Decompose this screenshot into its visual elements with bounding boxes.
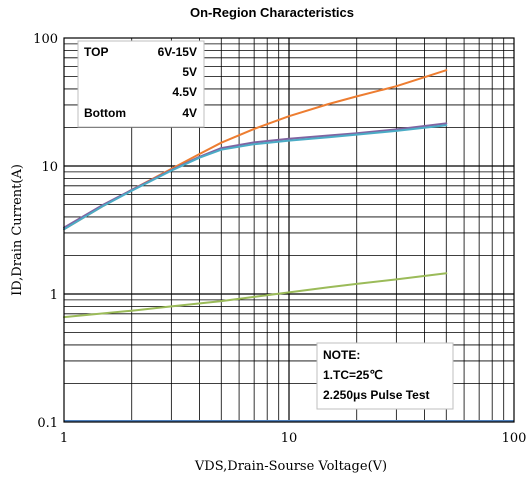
y-tick-labels: 0.1 1 10 100 [33,32,58,431]
series-line-4v [63,272,448,319]
plot-area [63,37,515,423]
legend-header-bottom: Bottom [84,106,126,120]
legend-entry-5v: 5V [182,65,197,79]
legend-frame [77,40,205,128]
note-line-pulse-test: 2.250μs Pulse Test [323,388,430,402]
series-group [63,69,514,422]
legend-entry-4v: 4V [182,106,197,120]
grid [64,38,514,422]
legend-box: TOP Bottom 6V-15V 5V 4.5V 4V [77,40,205,128]
chart-title: On-Region Characteristics [190,5,354,20]
y-tick-label: 1 [50,288,58,303]
x-tick-label: 1 [60,431,68,446]
note-heading: NOTE: [323,348,360,362]
legend-entry-6v-15v: 6V-15V [158,45,197,59]
legend-entry-4-5v: 4.5V [172,85,197,99]
y-tick-label: 10 [41,160,58,175]
y-tick-label: 0.1 [37,416,58,431]
y-tick-label: 100 [33,32,58,47]
y-axis-label: ID,Drain Current(A) [10,164,25,296]
note-box: NOTE: 1.TC=25℃ 2.250μs Pulse Test [316,342,454,410]
series-line-4-5v [63,124,448,231]
x-tick-label: 100 [502,431,527,446]
x-axis-label: VDS,Drain-Sourse Voltage(V) [194,459,387,474]
x-tick-label: 10 [281,431,298,446]
series-line-5v [63,122,448,229]
legend-header-top: TOP [84,45,108,59]
x-tick-labels: 1 10 100 [60,431,527,446]
note-frame [316,342,454,410]
note-line-temperature: 1.TC=25℃ [323,368,383,382]
